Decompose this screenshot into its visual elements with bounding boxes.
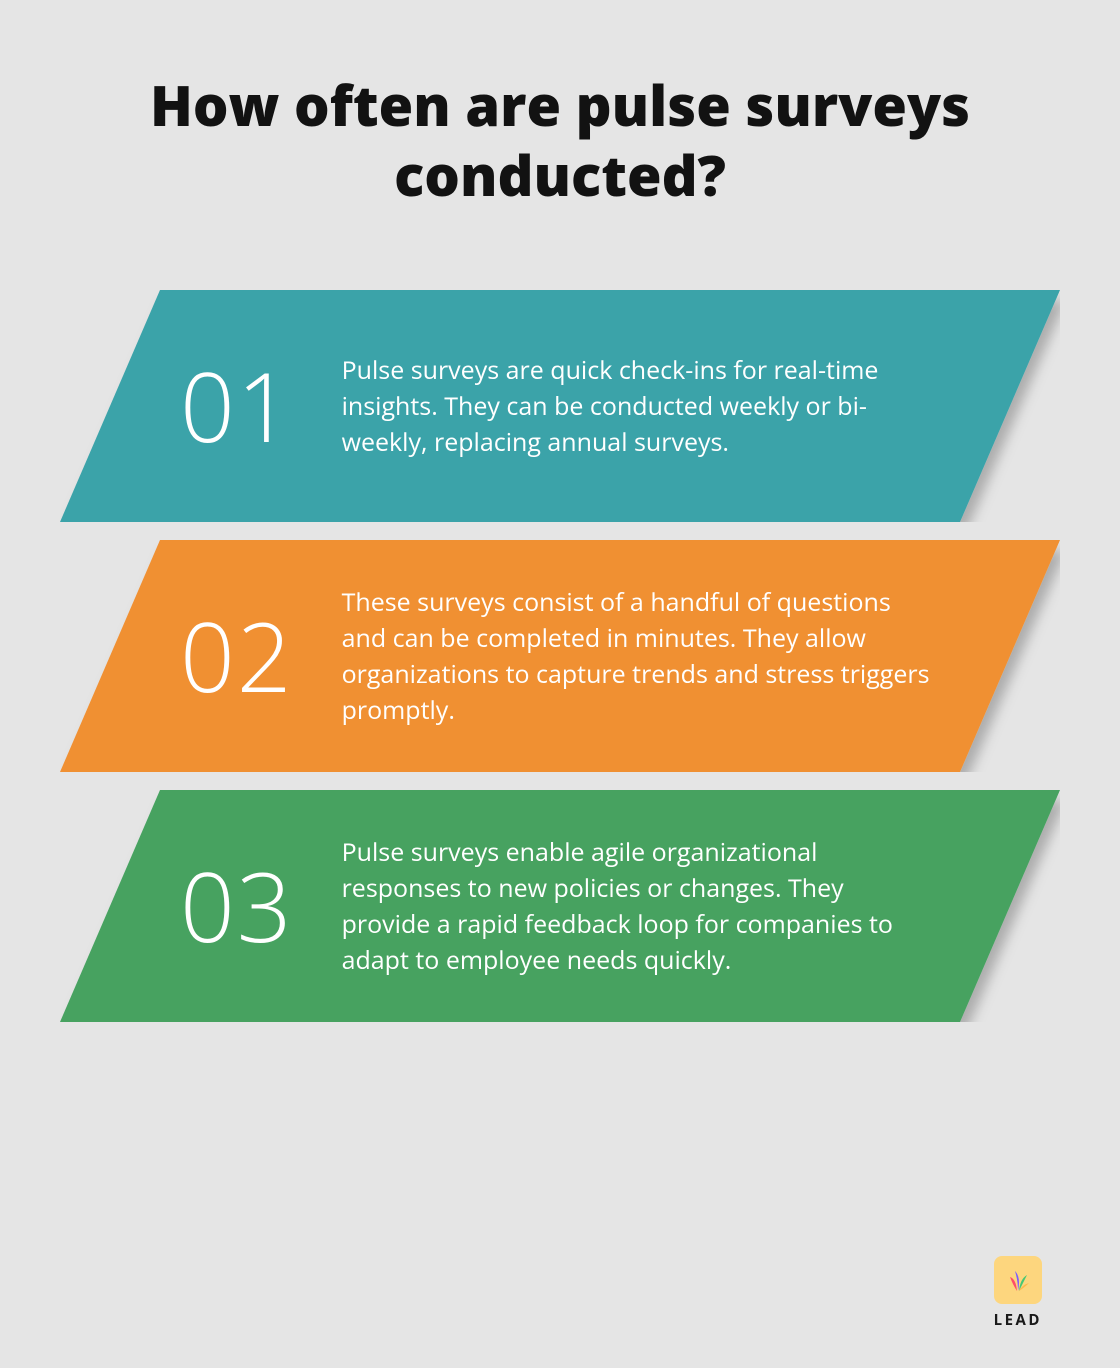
card-2-number: 02 <box>180 608 294 704</box>
card-1-text: Pulse surveys are quick check-ins for re… <box>342 352 932 461</box>
card-list: 01 Pulse surveys are quick check-ins for… <box>60 290 1060 1022</box>
logo-label: LEAD <box>994 1310 1042 1330</box>
card-3-text: Pulse surveys enable agile organizationa… <box>342 834 932 979</box>
card-1-number: 01 <box>180 358 294 454</box>
logo-icon <box>1003 1265 1033 1295</box>
brand-logo: LEAD <box>994 1256 1042 1330</box>
card-1: 01 Pulse surveys are quick check-ins for… <box>60 290 1060 522</box>
infographic-container: How often are pulse surveys conducted? 0… <box>0 0 1120 1368</box>
card-3: 03 Pulse surveys enable agile organizati… <box>60 790 1060 1022</box>
page-title: How often are pulse surveys conducted? <box>100 70 1020 210</box>
card-2-text: These surveys consist of a handful of qu… <box>342 584 932 729</box>
card-3-number: 03 <box>180 858 294 954</box>
card-3-content: 03 Pulse surveys enable agile organizati… <box>60 790 1060 1022</box>
logo-badge <box>994 1256 1042 1304</box>
card-2-content: 02 These surveys consist of a handful of… <box>60 540 1060 772</box>
card-2: 02 These surveys consist of a handful of… <box>60 540 1060 772</box>
card-1-content: 01 Pulse surveys are quick check-ins for… <box>60 290 1060 522</box>
